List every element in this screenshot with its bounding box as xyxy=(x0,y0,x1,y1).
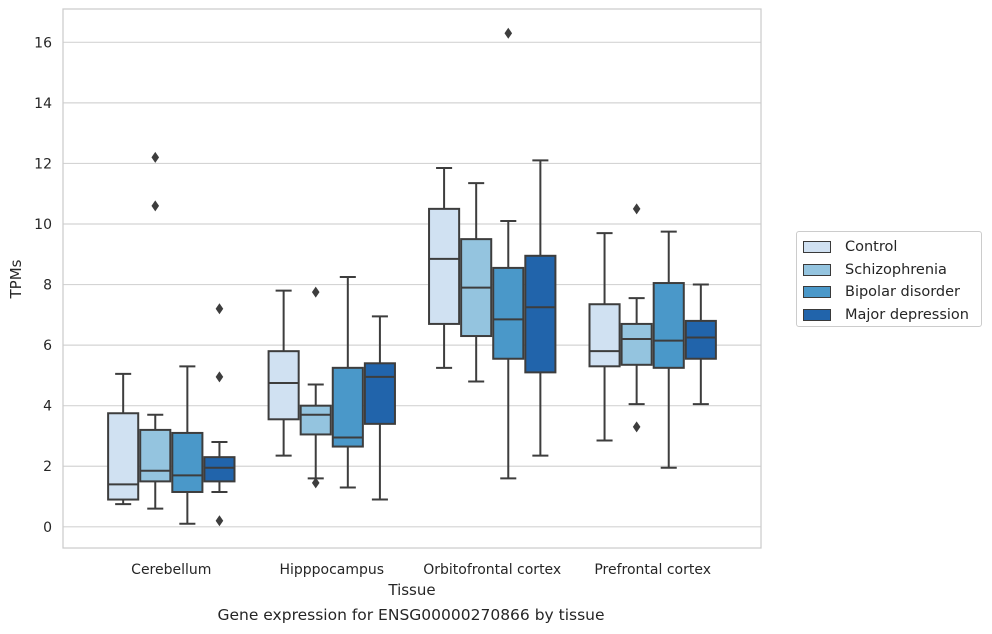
y-tick-label: 8 xyxy=(43,278,52,294)
outlier-point xyxy=(311,477,320,489)
legend-swatch xyxy=(803,263,831,276)
y-tick-label: 16 xyxy=(34,35,52,51)
legend-swatch xyxy=(803,308,831,321)
y-tick-label: 14 xyxy=(34,96,52,112)
legend: Control Schizophrenia Bipolar disorder Majo… xyxy=(796,231,982,327)
outlier-point xyxy=(632,203,641,215)
legend-label: Schizophrenia xyxy=(845,261,947,278)
x-tick-label: Prefrontal cortex xyxy=(594,562,711,578)
y-tick-label: 4 xyxy=(43,399,52,415)
outlier-point xyxy=(311,286,320,298)
box xyxy=(363,362,396,425)
legend-item: Bipolar disorder xyxy=(803,281,981,304)
y-axis-title: TPMs xyxy=(7,259,25,299)
legend-label: Bipolar disorder xyxy=(845,284,960,301)
legend-swatch xyxy=(803,241,831,254)
legend-item: Control xyxy=(803,236,981,259)
box xyxy=(588,303,621,368)
x-axis-title: Tissue xyxy=(387,581,435,599)
legend-swatch xyxy=(803,286,831,299)
box xyxy=(203,456,236,483)
box xyxy=(492,266,525,360)
plot-area-frame xyxy=(62,8,762,549)
outlier-point xyxy=(215,303,224,315)
box xyxy=(684,319,717,360)
x-tick-label: Hipppocampus xyxy=(279,562,384,578)
y-tick-label: 0 xyxy=(43,520,52,536)
y-tick-label: 6 xyxy=(43,338,52,354)
outlier-point xyxy=(215,515,224,527)
x-axis-ticks: Cerebellum Hipppocampus Orbitofrontal cort… xyxy=(131,562,711,578)
y-tick-label: 2 xyxy=(43,459,52,475)
box xyxy=(139,428,172,483)
box xyxy=(107,412,140,501)
box xyxy=(331,366,364,448)
y-axis-ticks: 0 2 4 6 8 10 12 14 16 xyxy=(34,35,52,535)
box xyxy=(299,404,332,436)
legend-item: Schizophrenia xyxy=(803,259,981,282)
box xyxy=(652,282,685,369)
outlier-point xyxy=(632,421,641,433)
x-tick-label: Orbitofrontal cortex xyxy=(423,562,561,578)
plot-boxes xyxy=(107,27,717,527)
box xyxy=(620,322,653,366)
y-tick-label: 10 xyxy=(34,217,52,233)
legend-item: Major depression xyxy=(803,304,981,327)
outlier-point xyxy=(151,151,160,163)
box xyxy=(171,431,204,493)
box xyxy=(428,207,461,325)
y-tick-label: 12 xyxy=(34,156,52,172)
legend-label: Control xyxy=(845,239,898,256)
outlier-point xyxy=(151,200,160,212)
x-tick-label: Cerebellum xyxy=(131,562,211,578)
outlier-point xyxy=(504,27,513,39)
box xyxy=(524,254,557,374)
chart-caption: Gene expression for ENSG00000270866 by t… xyxy=(217,606,605,624)
box xyxy=(267,350,300,421)
outlier-point xyxy=(215,371,224,383)
legend-label: Major depression xyxy=(845,306,969,323)
